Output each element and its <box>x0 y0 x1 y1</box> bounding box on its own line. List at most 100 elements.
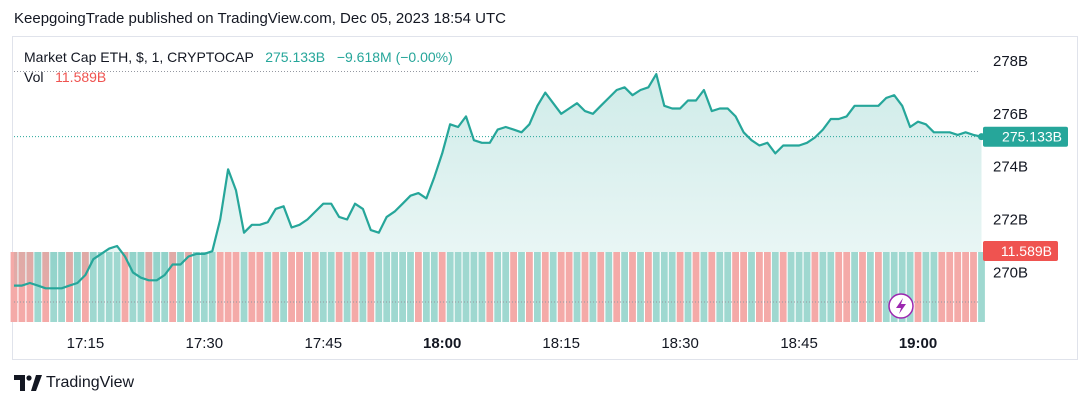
volume-bar <box>605 252 613 322</box>
volume-bar <box>779 252 787 322</box>
volume-bar <box>787 252 795 322</box>
volume-bar <box>803 252 811 322</box>
volume-bar <box>581 252 589 322</box>
volume-bar <box>113 252 121 322</box>
price-badge-bg <box>983 126 1068 147</box>
volume-bar <box>740 252 747 322</box>
volume-bar <box>304 252 311 322</box>
volume-bar <box>629 252 636 322</box>
x-axis: 17:15 17:30 17:45 18:00 18:15 18:30 18:45 19:00 <box>67 335 938 352</box>
volume-badge-bg <box>983 241 1058 261</box>
last-price-badge: 275.133B <box>983 126 1068 147</box>
volume-bar <box>137 252 145 322</box>
volume-bar <box>851 252 858 322</box>
legend-volume-row: Vol 11.589B <box>24 67 453 87</box>
legend-price: 275.133B <box>265 49 326 65</box>
volume-bar <box>534 252 541 322</box>
lightning-icon[interactable] <box>888 293 914 319</box>
legend-volume-label[interactable]: Vol <box>24 69 44 85</box>
footer-brand-label: TradingView <box>46 374 135 391</box>
x-tick-label: 17:30 <box>186 335 224 352</box>
volume-bar <box>391 252 398 322</box>
volume-bar <box>208 252 216 322</box>
volume-bar <box>462 252 470 322</box>
volume-bar <box>288 252 295 322</box>
volume-bar <box>827 252 835 322</box>
volume-badge-label: 11.589B <box>1001 243 1052 259</box>
volume-bar <box>978 252 985 322</box>
volume-bar <box>327 252 335 322</box>
y-axis: 270B 272B 274B 276B 278B <box>993 53 1028 281</box>
volume-bar <box>264 252 272 322</box>
volume-bar <box>811 252 819 322</box>
volume-bar <box>954 252 962 322</box>
volume-bar <box>938 252 946 322</box>
chart-legend: Market Cap ETH, $, 1, CRYPTOCAP 275.133B… <box>24 47 453 87</box>
volume-bar <box>407 252 414 322</box>
volume-bar <box>700 252 708 322</box>
volume-bar <box>573 252 581 322</box>
volume-bar <box>843 252 851 322</box>
volume-bar <box>74 252 81 322</box>
volume-bar <box>343 252 351 322</box>
volume-bar <box>565 252 573 322</box>
volume-bar <box>518 252 525 322</box>
volume-bar <box>193 252 200 322</box>
volume-bar <box>272 252 280 322</box>
volume-bar <box>423 252 430 322</box>
volume-bar <box>224 252 232 322</box>
volume-bar <box>819 252 827 322</box>
tradingview-logo-icon <box>14 375 42 391</box>
volume-bar <box>34 252 42 322</box>
volume-bar <box>486 252 494 322</box>
volume-bar <box>692 252 700 322</box>
volume-bar <box>589 252 597 322</box>
volume-bar <box>637 252 644 322</box>
volume-bar <box>454 252 462 322</box>
y-tick-label: 278B <box>993 53 1028 70</box>
volume-bar <box>26 252 34 322</box>
volume-bar <box>764 252 771 322</box>
x-tick-label: 17:15 <box>67 335 105 352</box>
volume-bar <box>716 252 724 322</box>
volume-bar <box>676 252 684 322</box>
volume-bar <box>335 252 343 322</box>
volume-bar <box>232 252 240 322</box>
volume-bar <box>66 252 73 322</box>
volume-bar <box>446 252 454 322</box>
volume-bar <box>97 252 105 322</box>
volume-bar <box>668 252 676 322</box>
volume-bar <box>89 252 97 322</box>
volume-bar <box>280 252 287 322</box>
volume-bar <box>510 252 517 322</box>
volume-bar <box>645 252 652 322</box>
legend-volume-value: 11.589B <box>55 69 107 85</box>
volume-bar <box>708 252 716 322</box>
volume-bar <box>732 252 739 322</box>
y-tick-label: 274B <box>993 159 1028 176</box>
volume-bar <box>724 252 732 322</box>
volume-bar <box>129 252 137 322</box>
volume-bar <box>652 252 660 322</box>
volume-bar <box>319 252 327 322</box>
legend-symbol[interactable]: Market Cap ETH, $, 1, CRYPTOCAP <box>24 49 254 65</box>
footer-brand[interactable]: TradingView <box>14 374 134 392</box>
volume-bar <box>597 252 605 322</box>
volume-bar <box>430 252 438 322</box>
volume-bar <box>922 252 930 322</box>
volume-bar <box>161 252 169 322</box>
volume-bar <box>351 252 359 322</box>
volume-bar <box>541 252 549 322</box>
x-tick-label: 18:00 <box>423 335 461 352</box>
volume-bar <box>906 252 914 322</box>
volume-bar <box>771 252 779 322</box>
volume-bar <box>795 252 803 322</box>
volume-bar <box>946 252 954 322</box>
x-tick-label: 18:30 <box>661 335 699 352</box>
volume-bar <box>882 252 890 322</box>
legend-change: −9.618M (−0.00%) <box>336 49 453 65</box>
volume-bar <box>375 252 383 322</box>
volume-bar <box>613 252 621 322</box>
volume-bar <box>10 252 18 322</box>
